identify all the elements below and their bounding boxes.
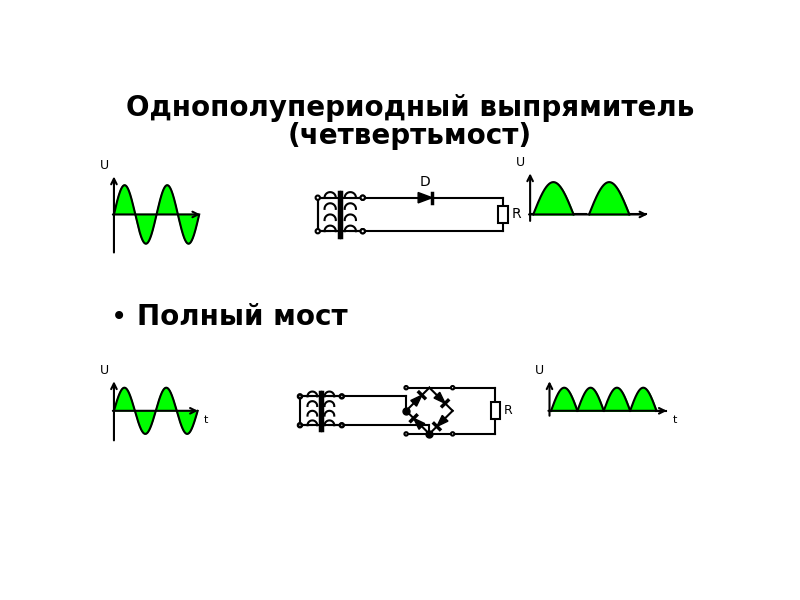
Circle shape	[298, 423, 302, 427]
Circle shape	[361, 229, 365, 233]
Text: U: U	[99, 159, 109, 172]
Circle shape	[316, 229, 320, 233]
Circle shape	[340, 423, 344, 427]
Text: R: R	[503, 404, 512, 418]
Circle shape	[298, 394, 302, 398]
Circle shape	[451, 386, 454, 389]
Circle shape	[298, 395, 302, 398]
Circle shape	[298, 424, 302, 427]
Text: D: D	[420, 175, 430, 189]
Circle shape	[361, 229, 365, 233]
Text: Однополупериодный выпрямитель: Однополупериодный выпрямитель	[126, 94, 694, 122]
Text: •: •	[111, 303, 127, 331]
Polygon shape	[434, 392, 445, 403]
Text: U: U	[535, 364, 544, 377]
FancyBboxPatch shape	[498, 206, 508, 223]
Polygon shape	[437, 415, 448, 427]
Text: t: t	[673, 415, 677, 425]
Text: U: U	[515, 156, 525, 169]
Circle shape	[316, 196, 320, 200]
Circle shape	[340, 424, 343, 427]
Circle shape	[340, 394, 344, 398]
Circle shape	[340, 395, 343, 398]
Text: R: R	[512, 208, 522, 221]
Polygon shape	[418, 193, 432, 203]
Polygon shape	[414, 418, 425, 429]
Polygon shape	[410, 395, 422, 406]
FancyBboxPatch shape	[491, 403, 499, 419]
Circle shape	[451, 432, 454, 436]
Text: (четвертьмост): (четвертьмост)	[288, 122, 532, 150]
Circle shape	[405, 432, 408, 436]
Circle shape	[361, 196, 365, 200]
Circle shape	[405, 386, 408, 389]
Text: U: U	[99, 364, 109, 377]
Text: Полный мост: Полный мост	[138, 303, 348, 331]
Text: t: t	[204, 415, 208, 425]
Circle shape	[361, 196, 365, 200]
